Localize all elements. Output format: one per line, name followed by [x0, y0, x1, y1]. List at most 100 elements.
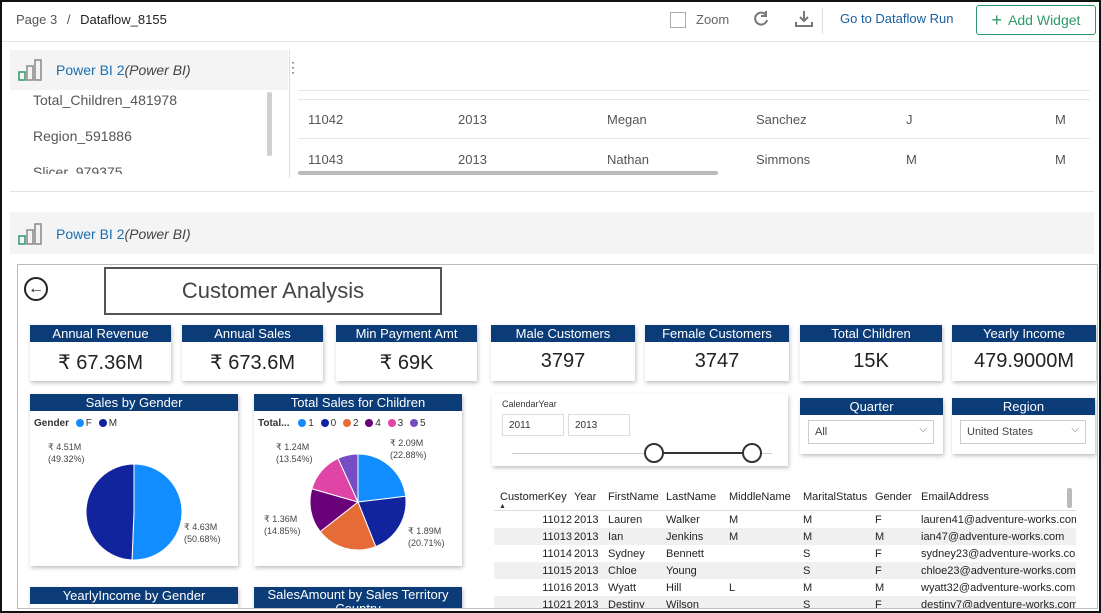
- column-header[interactable]: LastName: [666, 491, 717, 503]
- breadcrumb-current: Dataflow_8155: [80, 12, 167, 27]
- panel2-title-suffix: (Power BI): [124, 226, 191, 242]
- column-header[interactable]: Gender: [875, 491, 912, 503]
- data-label: ₹ 1.36M: [264, 514, 297, 524]
- legend-label: 5: [419, 418, 426, 429]
- table-cell: M: [875, 582, 885, 594]
- kpi-label: Male Customers: [491, 325, 635, 342]
- table-cell: M: [729, 514, 739, 526]
- panel1-list: Total_Children_481978 Region_591886 Slic…: [10, 90, 272, 174]
- chart-title-text: SalesAmount by Sales Territory Country: [267, 587, 449, 609]
- table-cell: Chloe: [608, 565, 637, 577]
- sales-for-children-pie[interactable]: ₹ 2.09M(22.88%)₹ 1.89M(20.71%)₹ 1.85M(20…: [254, 430, 462, 566]
- table-cell: 11042: [308, 112, 344, 127]
- sales-by-gender-pie[interactable]: ₹ 4.63M (50.68%) ₹ 4.51M (49.32%): [30, 430, 238, 566]
- table-cell: F: [875, 548, 882, 560]
- breadcrumb-page[interactable]: Page 3: [16, 12, 58, 27]
- slicer-title: Quarter: [800, 398, 943, 415]
- data-label: (20.71%): [408, 538, 445, 548]
- slicer-title: Region: [952, 398, 1095, 415]
- legend-swatch: [387, 418, 396, 427]
- table-row: 11042 2013 Megan Sanchez J M: [298, 100, 1090, 139]
- legend-swatch: [409, 418, 418, 427]
- pie-slice-M[interactable]: [85, 463, 135, 561]
- column-header[interactable]: FirstName: [608, 491, 659, 503]
- chart-title: SalesAmount by Sales Territory Country: [254, 587, 462, 609]
- kpi-value: 479.9000M: [973, 350, 1075, 372]
- quarter-dropdown[interactable]: All ⌵: [808, 420, 934, 444]
- region-dropdown[interactable]: United States ⌵: [960, 420, 1086, 444]
- table-cell: M: [803, 514, 813, 526]
- slicer-to-input[interactable]: 2013: [568, 414, 630, 436]
- kpi-label: Total Children: [800, 325, 942, 342]
- kpi-card-annual-sales: Annual Sales ₹ 673.6M: [182, 325, 323, 381]
- table-cell: Sanchez: [756, 112, 807, 127]
- column-header[interactable]: CustomerKey: [500, 491, 567, 503]
- panel1-table: 11042 2013 Megan Sanchez J M 11043 2013 …: [298, 90, 1090, 175]
- table-cell: F: [875, 514, 882, 526]
- data-label: (50.68%): [184, 534, 221, 544]
- legend-label: F: [85, 418, 92, 429]
- pie-slice-2[interactable]: [319, 501, 377, 551]
- widget-panel-2: Power BI 2(Power BI): [10, 212, 1094, 611]
- column-header[interactable]: Year: [574, 491, 597, 503]
- slider-end-handle[interactable]: [742, 443, 762, 463]
- table-cell: Hill: [666, 582, 682, 594]
- add-widget-button[interactable]: + Add Widget: [976, 5, 1096, 35]
- kpi-label: Min Payment Amt: [336, 325, 477, 342]
- region-slicer: Region United States ⌵: [952, 398, 1095, 454]
- table-cell: 2013: [574, 582, 599, 594]
- slider-start-handle[interactable]: [643, 443, 664, 463]
- table-cell: Wyatt: [608, 582, 637, 594]
- legend-label: 1: [308, 418, 314, 429]
- table-cell: lauren41@adventure-works.com: [921, 514, 1076, 526]
- yearlyincome-by-gender-card: YearlyIncome by Gender: [30, 587, 238, 608]
- pie-slice-5[interactable]: [337, 453, 359, 503]
- table-hscrollbar[interactable]: [298, 171, 718, 175]
- refresh-icon[interactable]: [752, 10, 770, 32]
- data-label: ₹ 4.51M: [48, 442, 81, 452]
- breadcrumb-separator: /: [66, 12, 71, 27]
- calendar-year-slicer: CalendarYear 2011 2013: [492, 394, 788, 466]
- table-cell: M: [803, 582, 813, 594]
- slicer-from-input[interactable]: 2011: [502, 414, 564, 436]
- column-header[interactable]: MiddleName: [729, 491, 791, 503]
- legend-title: Gender: [34, 418, 70, 429]
- pie-slice-1[interactable]: [357, 453, 407, 503]
- list-item[interactable]: Slicer_979375: [33, 164, 123, 174]
- dropdown-value: United States: [967, 426, 1034, 438]
- list-item[interactable]: Region_591886: [33, 128, 132, 144]
- kpi-card-total-children: Total Children 15K: [800, 325, 942, 381]
- download-icon[interactable]: [794, 10, 814, 32]
- table-cell: wyatt32@adventure-works.com: [921, 582, 1076, 594]
- pie-slice-F[interactable]: [131, 463, 183, 561]
- sales-by-gender-card: Sales by Gender Gender F M ₹ 4.63M (50.68…: [30, 394, 238, 566]
- kpi-card-yearly-income: Yearly Income 479.9000M: [952, 325, 1096, 381]
- column-header[interactable]: MaritalStatus: [803, 491, 868, 503]
- kpi-card-min-payment: Min Payment Amt ₹ 69K: [336, 325, 477, 381]
- table-vscrollbar[interactable]: [1067, 488, 1072, 508]
- top-header: Page 3 / Dataflow_8155 Zoom Go to Datafl…: [2, 2, 1099, 42]
- list-scrollbar[interactable]: [267, 92, 272, 156]
- table-cell: 2013: [458, 152, 487, 167]
- back-arrow-icon[interactable]: ←: [24, 277, 48, 301]
- pie-slice-0[interactable]: [357, 495, 407, 548]
- go-to-dataflow-run-link[interactable]: Go to Dataflow Run: [840, 11, 954, 26]
- table-cell: M: [1055, 112, 1066, 127]
- table-cell: S: [803, 548, 811, 560]
- table-cell: Wilson: [666, 599, 700, 609]
- kpi-value: ₹ 673.6M: [210, 352, 295, 374]
- table-cell: L: [729, 582, 736, 594]
- legend-label: 4: [375, 418, 381, 429]
- list-item[interactable]: Total_Children_481978: [33, 92, 177, 108]
- breadcrumb: Page 3 / Dataflow_8155: [16, 12, 167, 27]
- column-header[interactable]: EmailAddress: [921, 491, 989, 503]
- kpi-value: 3747: [694, 350, 740, 372]
- zoom-checkbox[interactable]: [670, 12, 686, 28]
- chevron-down-icon: ⌵: [919, 424, 927, 435]
